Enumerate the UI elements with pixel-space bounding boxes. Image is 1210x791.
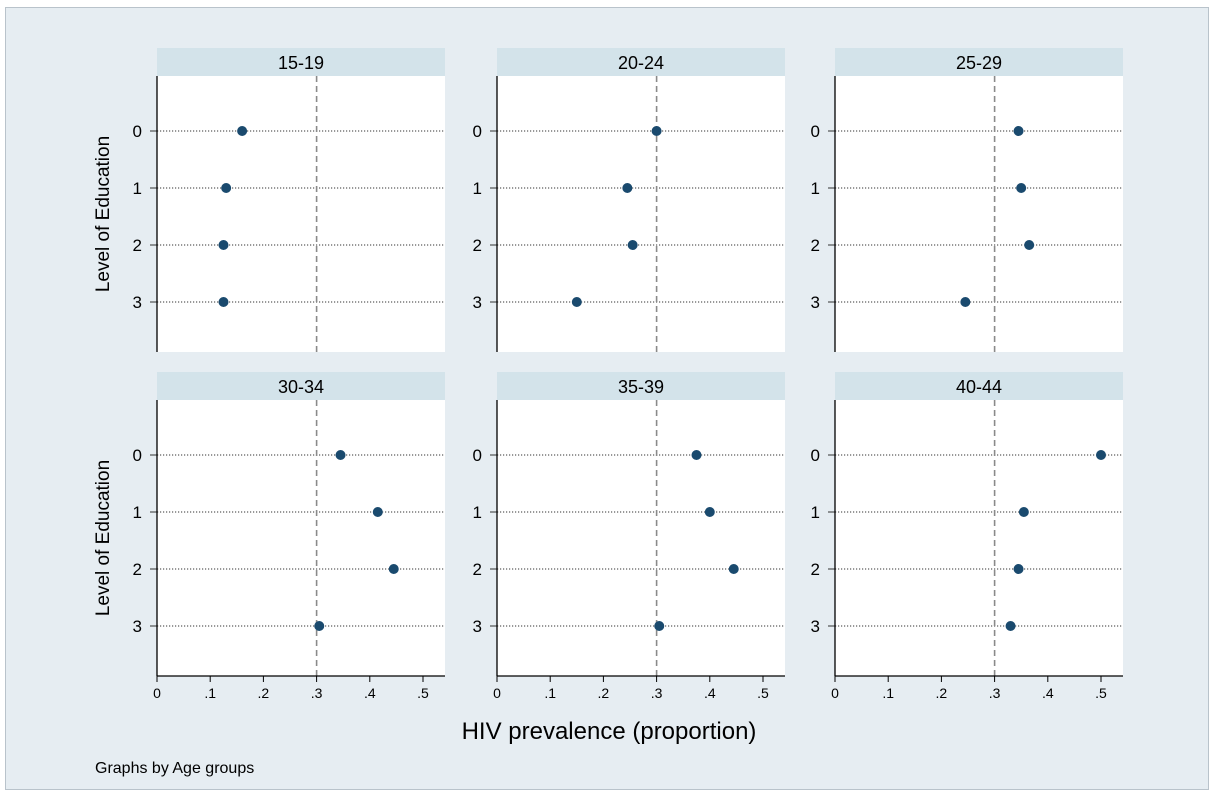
data-point [728, 564, 739, 574]
data-point [691, 450, 702, 460]
y-tick-label: 3 [473, 617, 482, 636]
plot-area [835, 400, 1123, 676]
y-tick-label: 0 [133, 446, 142, 465]
x-tick-label: 0 [831, 685, 839, 701]
x-tick-label: .3 [989, 685, 1001, 701]
y-tick-label: 0 [811, 446, 820, 465]
x-tick-label: 0 [153, 685, 161, 701]
data-point [218, 240, 229, 250]
data-point [571, 297, 582, 307]
x-tick-label: .2 [258, 685, 270, 701]
y-tick-label: 0 [811, 122, 820, 141]
panel-title: 40-44 [956, 377, 1002, 397]
y-tick-label: 2 [473, 236, 482, 255]
y-axis-label: Level of Education [93, 136, 114, 292]
x-tick-label: .2 [936, 685, 948, 701]
panel-header [835, 372, 1123, 400]
data-point [622, 183, 633, 193]
data-point [654, 621, 665, 631]
data-point [1013, 126, 1024, 136]
data-point [218, 297, 229, 307]
data-point [237, 126, 248, 136]
panel-25-29: 25-29 0 1 2 3 [811, 48, 1123, 352]
panels-group: 15-19 0 1 2 3 20-24 0 1 2 3 25-29 0 1 2 3 30-34 0 1 2 3 0 .1.… [93, 48, 1123, 701]
panel-title: 20-24 [618, 53, 664, 73]
y-tick-label: 2 [811, 236, 820, 255]
x-tick-label: .4 [364, 685, 376, 701]
x-tick-label: .5 [417, 685, 429, 701]
panel-title: 30-34 [278, 377, 324, 397]
plot-area [157, 76, 445, 352]
y-tick-label: 2 [133, 560, 142, 579]
data-point [627, 240, 638, 250]
y-tick-label: 2 [473, 560, 482, 579]
y-tick-label: 1 [133, 179, 142, 198]
data-point [1018, 507, 1029, 517]
y-axis-label: Level of Education [93, 460, 114, 616]
panel-header [835, 48, 1123, 76]
x-tick-label: .2 [598, 685, 610, 701]
y-tick-label: 0 [473, 122, 482, 141]
x-tick-label: .4 [1042, 685, 1054, 701]
y-tick-label: 1 [473, 179, 482, 198]
panel-title: 25-29 [956, 53, 1002, 73]
panel-header [157, 48, 445, 76]
x-tick-label: .1 [882, 685, 894, 701]
x-tick-label: .5 [757, 685, 769, 701]
x-tick-label: .4 [704, 685, 716, 701]
y-tick-label: 3 [811, 293, 820, 312]
y-tick-label: 0 [133, 122, 142, 141]
data-point [960, 297, 971, 307]
x-tick-label: .5 [1095, 685, 1107, 701]
data-point [1024, 240, 1035, 250]
panel-40-44: 40-44 0 1 2 3 0 .1 .2 .3 .4 .5 [811, 372, 1123, 701]
y-tick-label: 3 [133, 617, 142, 636]
y-tick-label: 1 [811, 179, 820, 198]
panel-header [157, 372, 445, 400]
x-tick-label: .3 [311, 685, 323, 701]
data-point [1096, 450, 1106, 460]
data-point [1005, 621, 1016, 631]
panel-header [497, 372, 785, 400]
data-point [1016, 183, 1027, 193]
panel-30-34: 30-34 0 1 2 3 0 .1 .2 .3 .4 .5 [133, 372, 445, 701]
data-point [372, 507, 383, 517]
plot-area [835, 76, 1123, 352]
panel-title: 35-39 [618, 377, 664, 397]
y-tick-label: 1 [811, 503, 820, 522]
data-point [388, 564, 399, 574]
panel-header [497, 48, 785, 76]
data-point [221, 183, 232, 193]
x-tick-label: .3 [651, 685, 663, 701]
y-tick-label: 3 [811, 617, 820, 636]
plot-area [497, 76, 785, 352]
y-tick-label: 2 [811, 560, 820, 579]
x-tick-label: .1 [544, 685, 556, 701]
x-tick-label: 0 [493, 685, 501, 701]
panel-35-39: 35-39 0 1 2 3 0 .1 .2 .3 .4 .5 [473, 372, 785, 701]
data-point [314, 621, 325, 631]
graphs-by-note: Graphs by Age groups [95, 760, 254, 777]
y-tick-label: 0 [473, 446, 482, 465]
panel-15-19: 15-19 0 1 2 3 [133, 48, 445, 352]
panel-title: 15-19 [278, 53, 324, 73]
y-tick-label: 2 [133, 236, 142, 255]
x-axis-label: HIV prevalence (proportion) [462, 718, 757, 745]
plot-area [157, 400, 445, 676]
data-point [651, 126, 662, 136]
x-tick-label: .1 [204, 685, 216, 701]
data-point [335, 450, 346, 460]
panel-20-24: 20-24 0 1 2 3 [473, 48, 785, 352]
data-point [704, 507, 715, 517]
y-tick-label: 1 [133, 503, 142, 522]
y-tick-label: 3 [473, 293, 482, 312]
plot-area [497, 400, 785, 676]
y-tick-label: 1 [473, 503, 482, 522]
y-tick-label: 3 [133, 293, 142, 312]
data-point [1013, 564, 1024, 574]
